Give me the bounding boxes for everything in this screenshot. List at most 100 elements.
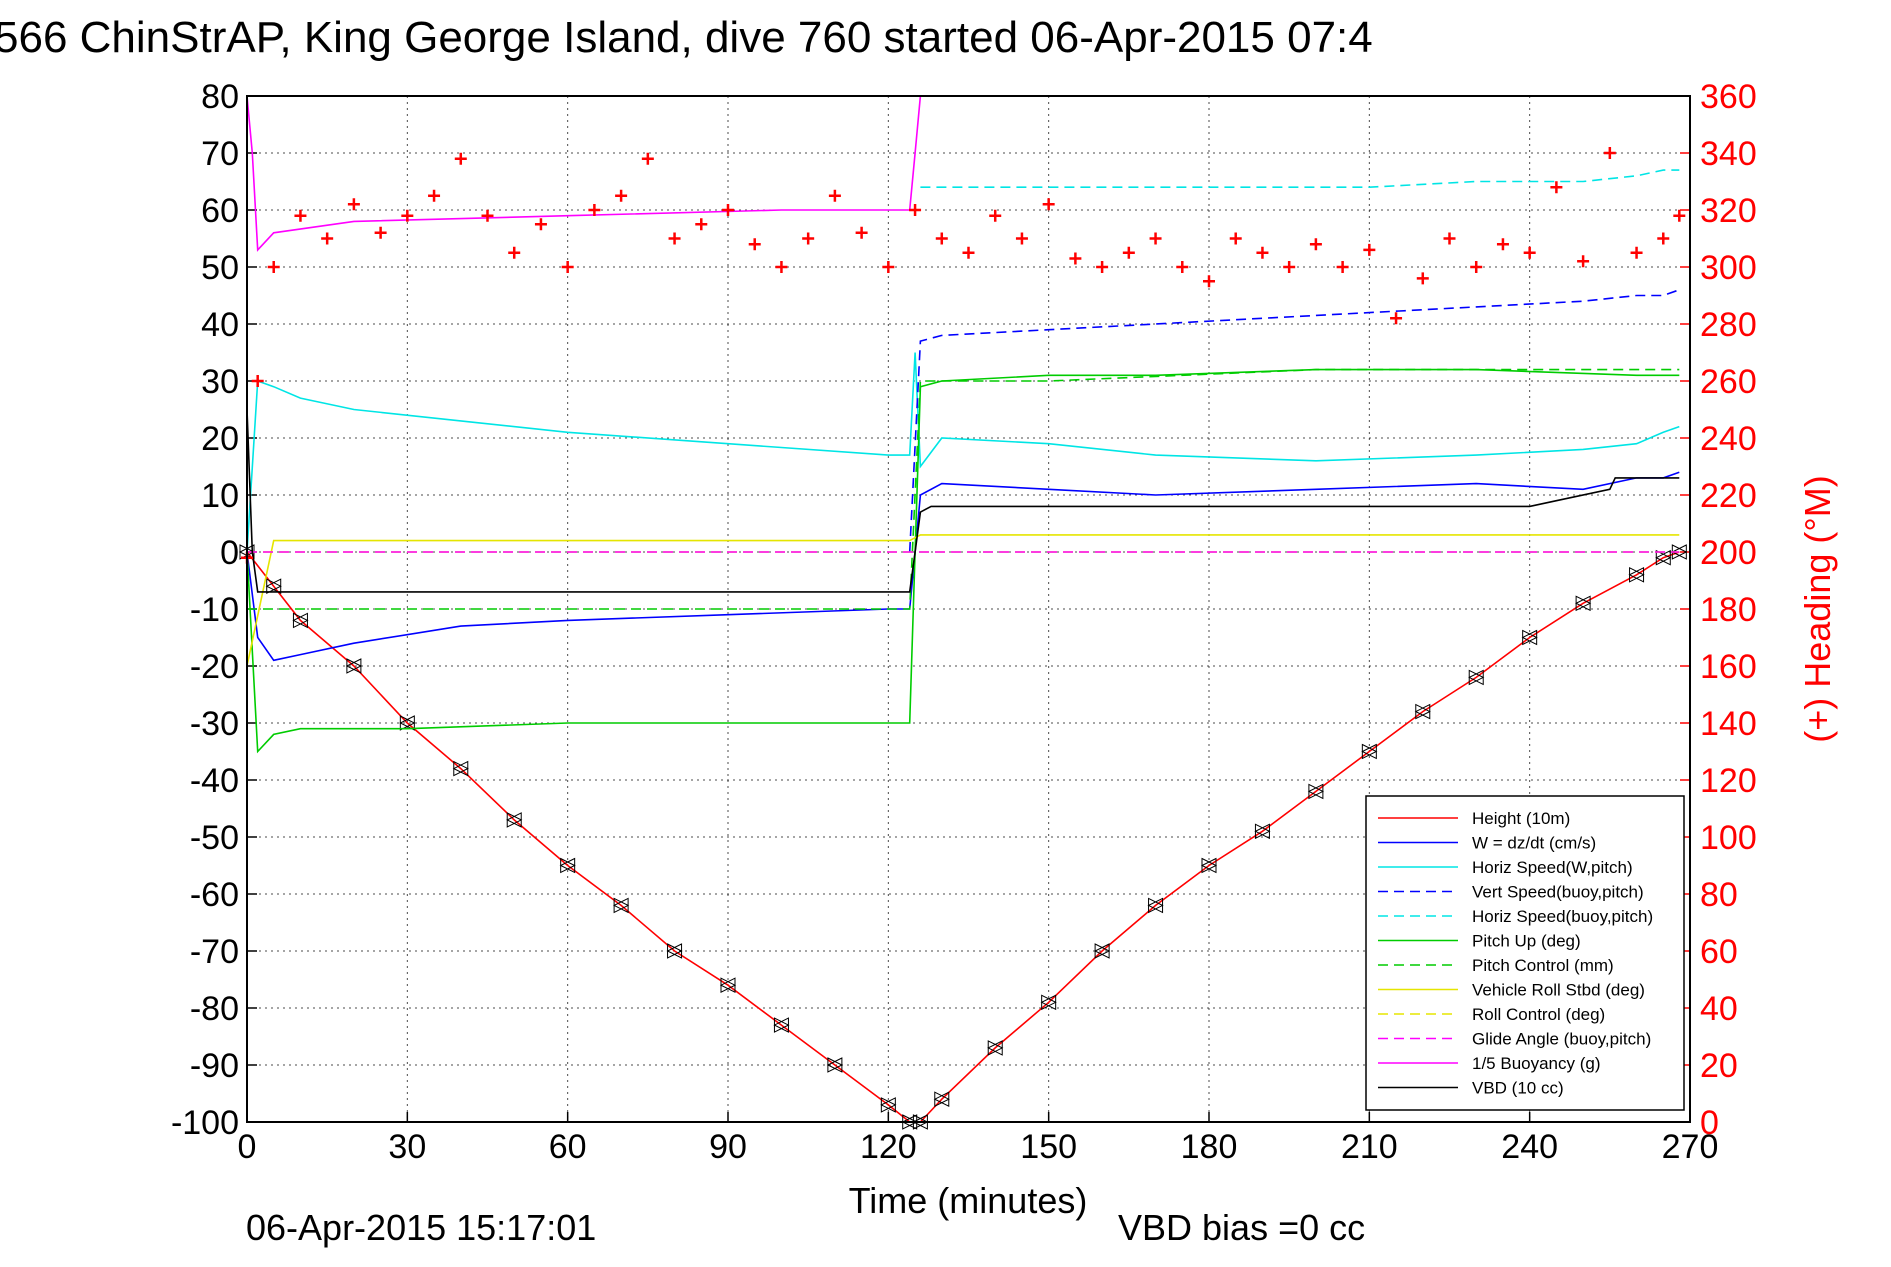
- x-tick-label: 120: [860, 1128, 917, 1166]
- legend-label-vert_speed: Vert Speed(buoy,pitch): [1472, 883, 1644, 902]
- height-marker: [719, 977, 737, 994]
- heading-point: [561, 261, 574, 273]
- y-right-axis-label: (+) Heading (°M): [1797, 475, 1838, 742]
- x-tick-label: 150: [1020, 1128, 1077, 1166]
- y-tick-label: 40: [201, 306, 239, 344]
- heading-point: [1309, 238, 1322, 251]
- series-layer: [238, 95, 1688, 1130]
- legend-label-pitch_control: Pitch Control (mm): [1472, 956, 1614, 975]
- height-marker: [1414, 703, 1431, 720]
- x-tick-label: 0: [238, 1128, 257, 1166]
- heading-point: [534, 218, 547, 231]
- series-vehicle_roll: [246, 534, 1680, 667]
- height-marker: [1040, 994, 1057, 1011]
- x-tick-labels: 0 30 60 90 120 150 180 210 240 270: [238, 1128, 1719, 1166]
- x-tick-label: 90: [709, 1128, 747, 1166]
- x-tick-label: 270: [1662, 1128, 1719, 1166]
- series-height: [246, 551, 1680, 1123]
- heading-point: [695, 218, 708, 231]
- heading-point: [1577, 255, 1590, 268]
- legend-label-roll_control: Roll Control (deg): [1472, 1005, 1605, 1024]
- y-tick-label: 10: [201, 477, 239, 515]
- heading-point: [481, 209, 494, 222]
- heading-point: [1122, 246, 1135, 259]
- heading-point: [347, 198, 360, 211]
- vbd-bias-label: VBD bias =0 cc: [1118, 1207, 1365, 1248]
- heading-point: [1363, 243, 1376, 256]
- legend-label-height: Height (10m): [1472, 809, 1570, 828]
- height-marker: [612, 897, 630, 914]
- heading-point: [615, 189, 628, 202]
- heading-point: [1015, 232, 1028, 245]
- height-marker: [1147, 897, 1164, 914]
- y-tick-label: -50: [190, 819, 239, 857]
- y-tick-labels: 80 70 60 50 40 30 20 10 0 -10 -20 -30 -40 -50 -60 -70 -8…: [171, 78, 239, 1142]
- heading-point: [722, 204, 734, 216]
- heading-point: [882, 261, 895, 273]
- y-right-tick-label: 360: [1700, 78, 1757, 116]
- legend-label-horiz_speed: Horiz Speed(W,pitch): [1472, 858, 1633, 877]
- heading-point: [588, 204, 601, 216]
- height-marker: [1307, 783, 1325, 800]
- heading-point: [668, 232, 681, 245]
- height-marker: [987, 1040, 1004, 1056]
- height-marker: [1628, 566, 1645, 583]
- y-tick-label: 50: [201, 249, 239, 287]
- series-vbd: [246, 409, 1680, 593]
- legend-items: Height (10m) W = dz/dt (cm/s) Horiz Speed(…: [1378, 809, 1653, 1098]
- legend: Height (10m) W = dz/dt (cm/s) Horiz Speed(…: [1365, 795, 1685, 1111]
- y-tick-label: 60: [201, 192, 239, 230]
- y-right-tick-label: 200: [1700, 534, 1757, 572]
- series-pitch_control: [247, 368, 1680, 610]
- y-right-tick-label: 80: [1700, 876, 1738, 914]
- heading-point: [267, 261, 280, 273]
- height-marker: [1521, 629, 1538, 646]
- y-tick-label: -60: [190, 876, 239, 914]
- heading-point: [748, 238, 761, 251]
- heading-point: [1149, 232, 1162, 245]
- series-buoyancy: [246, 95, 922, 252]
- heading-point: [428, 189, 441, 202]
- y-tick-label: 30: [201, 363, 239, 401]
- height-marker: [399, 715, 416, 731]
- heading-markers: [241, 147, 1686, 564]
- x-tick-label: 60: [549, 1128, 587, 1166]
- y-tick-label: 80: [201, 78, 239, 116]
- heading-point: [1550, 181, 1563, 194]
- heading-point: [1496, 238, 1509, 251]
- plot-frame: [246, 95, 1691, 1123]
- y-tick-label: -20: [190, 648, 239, 686]
- series-w: [246, 471, 1680, 662]
- height-marker: [1254, 823, 1271, 840]
- height-marker: [506, 812, 523, 828]
- heading-point: [508, 246, 521, 259]
- height-marker: [345, 658, 363, 674]
- heading-point: [641, 152, 654, 165]
- heading-point: [1256, 246, 1269, 259]
- heading-point: [989, 209, 1002, 222]
- y-right-tick-label: 40: [1700, 990, 1738, 1028]
- heading-point: [1176, 261, 1189, 273]
- height-marker: [1200, 857, 1218, 874]
- heading-point: [1630, 246, 1643, 259]
- legend-label-pitch_up: Pitch Up (deg): [1472, 932, 1581, 951]
- heading-point: [855, 226, 868, 239]
- y-tick-label: -100: [171, 1104, 239, 1142]
- x-axis-label: Time (minutes): [849, 1180, 1088, 1221]
- height-marker: [1468, 669, 1485, 686]
- height-marker: [880, 1097, 897, 1113]
- y-tick-label: -10: [190, 591, 239, 629]
- heading-point: [401, 209, 414, 222]
- y-right-tick-label: 140: [1700, 705, 1757, 743]
- heading-point: [775, 261, 788, 273]
- y-right-tick-label: 60: [1700, 933, 1738, 971]
- heading-point: [1416, 272, 1429, 285]
- height-marker: [452, 760, 469, 777]
- y-right-tick-label: 240: [1700, 420, 1757, 458]
- legend-label-horiz_speed_buoy: Horiz Speed(buoy,pitch): [1472, 907, 1653, 926]
- heading-point: [1657, 232, 1670, 245]
- y-right-tick-label: 100: [1700, 819, 1757, 857]
- timestamp-label: 06-Apr-2015 15:17:01: [246, 1207, 596, 1248]
- height-marker: [1655, 549, 1672, 566]
